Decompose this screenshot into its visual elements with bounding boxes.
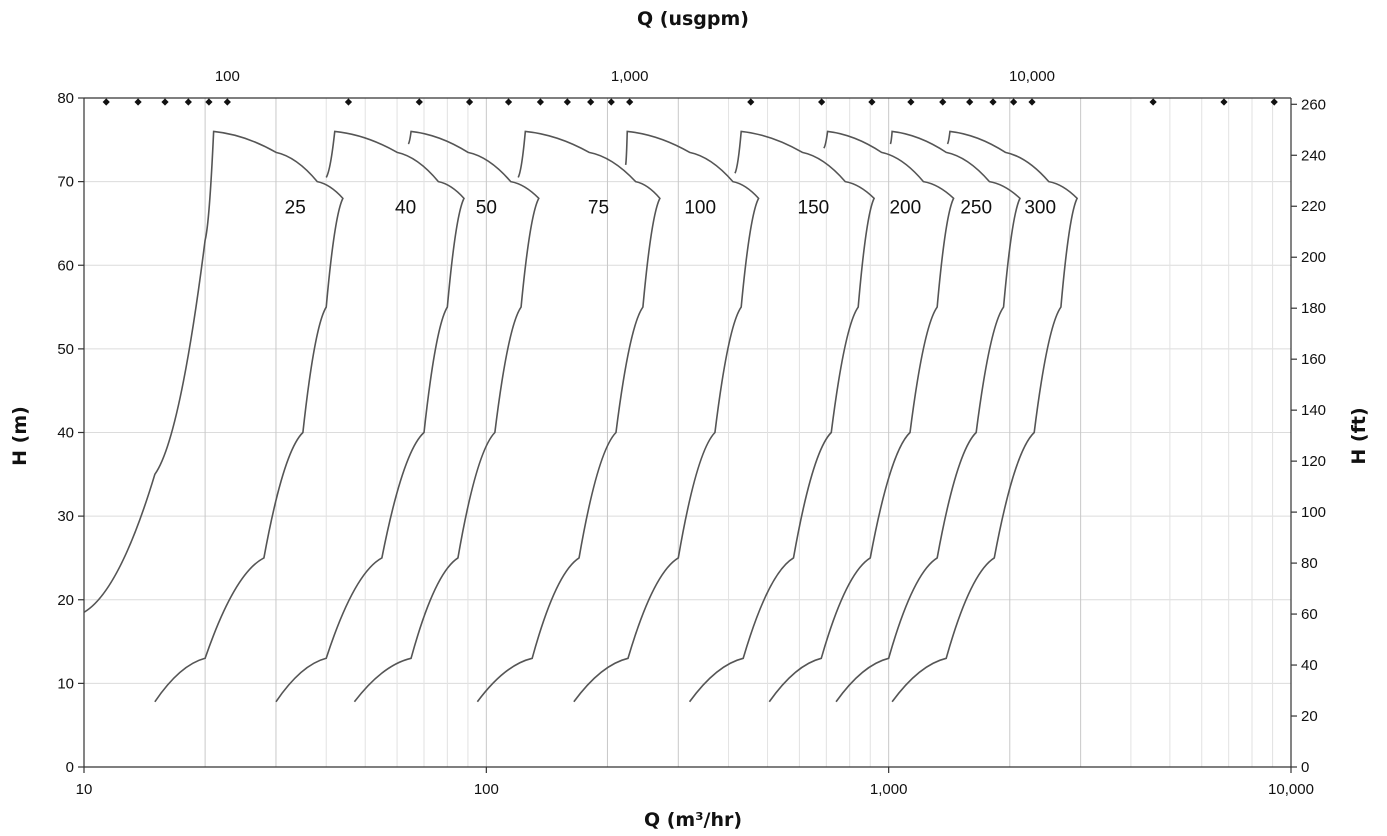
curve-label-75: 75 xyxy=(588,198,609,219)
bottom-axis-title: Q (m³/hr) xyxy=(644,809,742,831)
axes-layer xyxy=(78,97,1297,773)
y-tick-label-right: 240 xyxy=(1301,147,1326,164)
top-axis-marker xyxy=(626,98,634,106)
top-axis-marker xyxy=(1220,98,1228,106)
top-axis-title: Q (usgpm) xyxy=(637,8,749,30)
y-tick-label-right: 0 xyxy=(1301,759,1309,776)
y-tick-label-left: 60 xyxy=(57,257,74,274)
top-axis-marker xyxy=(536,98,545,106)
curves-layer xyxy=(83,130,1079,703)
top-axis-marker xyxy=(907,98,915,106)
x-tick-label-top: 1,000 xyxy=(611,68,649,85)
top-axis-marker xyxy=(504,98,513,106)
top-axis-marker xyxy=(1009,98,1018,106)
x-tick-label-bottom: 10 xyxy=(76,781,93,798)
y-tick-label-right: 200 xyxy=(1301,249,1326,266)
top-axis-marker xyxy=(415,98,423,106)
left-axis-title: H (m) xyxy=(9,406,31,466)
x-tick-label-top: 100 xyxy=(215,68,240,85)
curve-label-50: 50 xyxy=(476,198,497,219)
top-axis-marker xyxy=(1270,98,1278,106)
y-tick-label-left: 10 xyxy=(57,675,74,692)
y-tick-label-left: 20 xyxy=(57,592,74,609)
pump-curve-75 xyxy=(476,130,661,703)
top-axis-marker xyxy=(223,98,231,106)
top-axis-marker xyxy=(161,98,169,106)
top-axis-marker xyxy=(184,98,192,106)
top-axis-marker xyxy=(102,98,110,106)
top-axis-marker xyxy=(989,98,997,106)
y-tick-label-left: 0 xyxy=(66,759,74,776)
pump-curve-100 xyxy=(573,130,760,703)
y-tick-label-right: 80 xyxy=(1301,555,1318,572)
curve-label-100: 100 xyxy=(684,198,716,219)
pump-curve-25 xyxy=(83,130,344,703)
x-tick-label-bottom: 1,000 xyxy=(870,781,908,798)
y-tick-label-right: 120 xyxy=(1301,453,1326,470)
curve-label-40: 40 xyxy=(395,198,416,219)
top-axis-marker xyxy=(587,98,595,106)
y-tick-label-right: 60 xyxy=(1301,606,1318,623)
y-tick-label-right: 220 xyxy=(1301,198,1326,215)
top-axis-marker xyxy=(563,98,571,106)
y-tick-label-left: 70 xyxy=(57,174,74,191)
y-tick-label-right: 260 xyxy=(1301,96,1326,113)
labels-layer: 0102030405060708002040608010012014016018… xyxy=(57,68,1326,798)
x-tick-label-bottom: 10,000 xyxy=(1268,781,1314,798)
top-axis-marker xyxy=(966,98,974,106)
top-axis-marker xyxy=(747,98,755,106)
x-tick-label-bottom: 100 xyxy=(474,781,499,798)
y-tick-label-right: 20 xyxy=(1301,708,1318,725)
curve-label-200: 200 xyxy=(889,198,921,219)
top-axis-marker xyxy=(1149,98,1157,106)
y-tick-label-left: 40 xyxy=(57,425,74,442)
right-axis-title: H (ft) xyxy=(1348,407,1370,464)
curve-label-150: 150 xyxy=(798,198,830,219)
y-tick-label-right: 100 xyxy=(1301,504,1326,521)
top-axis-marker xyxy=(344,98,353,106)
top-axis-marker xyxy=(868,98,876,106)
y-tick-label-right: 160 xyxy=(1301,351,1326,368)
curve-label-300: 300 xyxy=(1024,198,1056,219)
curve-label-25: 25 xyxy=(285,198,306,219)
top-axis-marker xyxy=(465,98,474,106)
y-tick-label-right: 180 xyxy=(1301,300,1326,317)
top-axis-marker xyxy=(205,98,213,106)
top-axis-marker xyxy=(607,98,615,106)
y-tick-label-right: 140 xyxy=(1301,402,1326,419)
top-axis-marker xyxy=(134,98,142,106)
top-axis-marker xyxy=(939,98,947,106)
pump-curve-150 xyxy=(688,130,876,703)
pump-curve-200 xyxy=(768,130,955,703)
y-tick-label-left: 30 xyxy=(57,508,74,525)
pump-curve-50 xyxy=(353,130,540,703)
top-axis-marker xyxy=(1028,98,1036,106)
top-axis-marker xyxy=(818,98,826,106)
pump-curve-300 xyxy=(891,130,1079,703)
y-tick-label-left: 50 xyxy=(57,341,74,358)
x-tick-label-top: 10,000 xyxy=(1009,68,1055,85)
pump-curve-250 xyxy=(835,130,1021,703)
y-tick-label-right: 40 xyxy=(1301,657,1318,674)
y-tick-label-left: 80 xyxy=(57,90,74,107)
curve-label-250: 250 xyxy=(960,198,992,219)
top-markers-layer xyxy=(102,98,1278,106)
pump-curve-40 xyxy=(275,130,465,703)
